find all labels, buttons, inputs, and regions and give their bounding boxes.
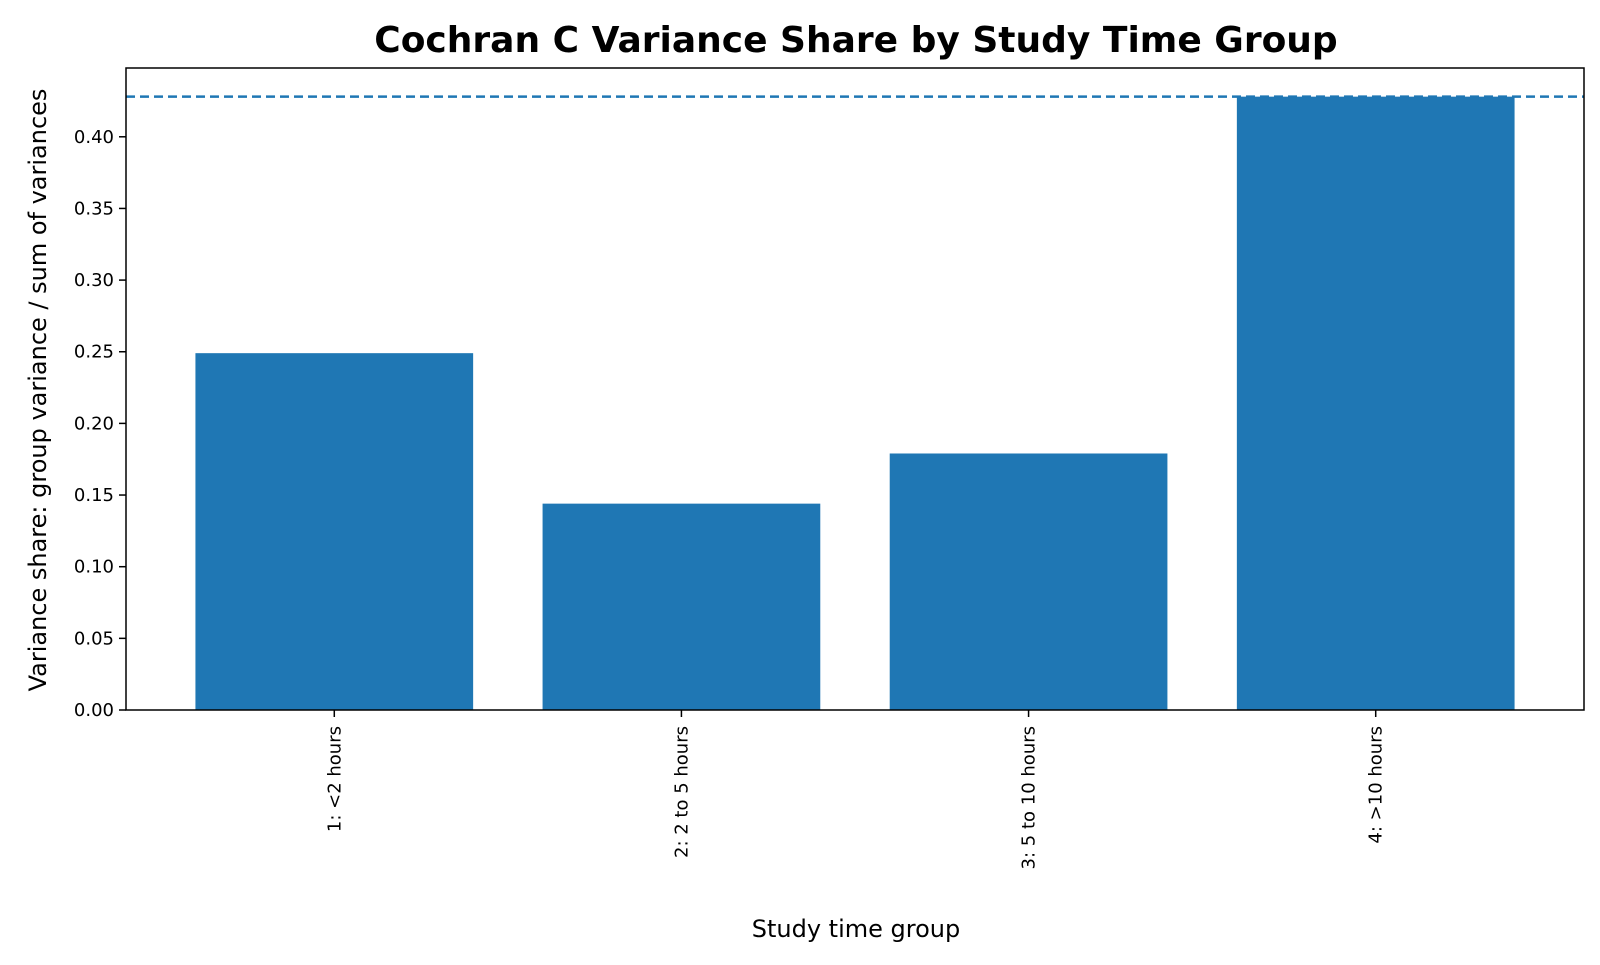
y-tick-label-4: 0.20 — [74, 413, 114, 434]
y-tick-label-6: 0.30 — [74, 270, 114, 291]
x-tick-label-3: 4: >10 hours — [1366, 726, 1387, 844]
chart-title: Cochran C Variance Share by Study Time G… — [374, 20, 1337, 61]
y-tick-label-7: 0.35 — [74, 198, 114, 219]
plot-area: 0.00 0.05 0.10 0.15 0.20 0.25 0.30 0.35 0.40 1: <… — [74, 67, 1585, 869]
y-tick-label-8: 0.40 — [74, 127, 114, 148]
x-tick-label-2: 3: 5 to 10 hours — [1019, 726, 1040, 869]
y-axis-label: Variance share: group variance / sum of … — [24, 89, 52, 692]
bar-4 — [1236, 96, 1515, 710]
axes-frame — [125, 67, 1585, 711]
bar-3 — [889, 453, 1168, 710]
x-tick-label-0: 1: <2 hours — [324, 726, 345, 832]
y-tick-label-3: 0.15 — [74, 485, 114, 506]
y-tick-label-0: 0.00 — [74, 700, 114, 721]
y-tick-label-1: 0.05 — [74, 628, 114, 649]
y-tick-label-2: 0.10 — [74, 557, 114, 578]
bar-2 — [542, 503, 821, 710]
bar-1 — [195, 353, 474, 710]
x-axis-label: Study time group — [752, 915, 960, 943]
y-tick-label-5: 0.25 — [74, 342, 114, 363]
x-tick-label-1: 2: 2 to 5 hours — [671, 726, 692, 858]
